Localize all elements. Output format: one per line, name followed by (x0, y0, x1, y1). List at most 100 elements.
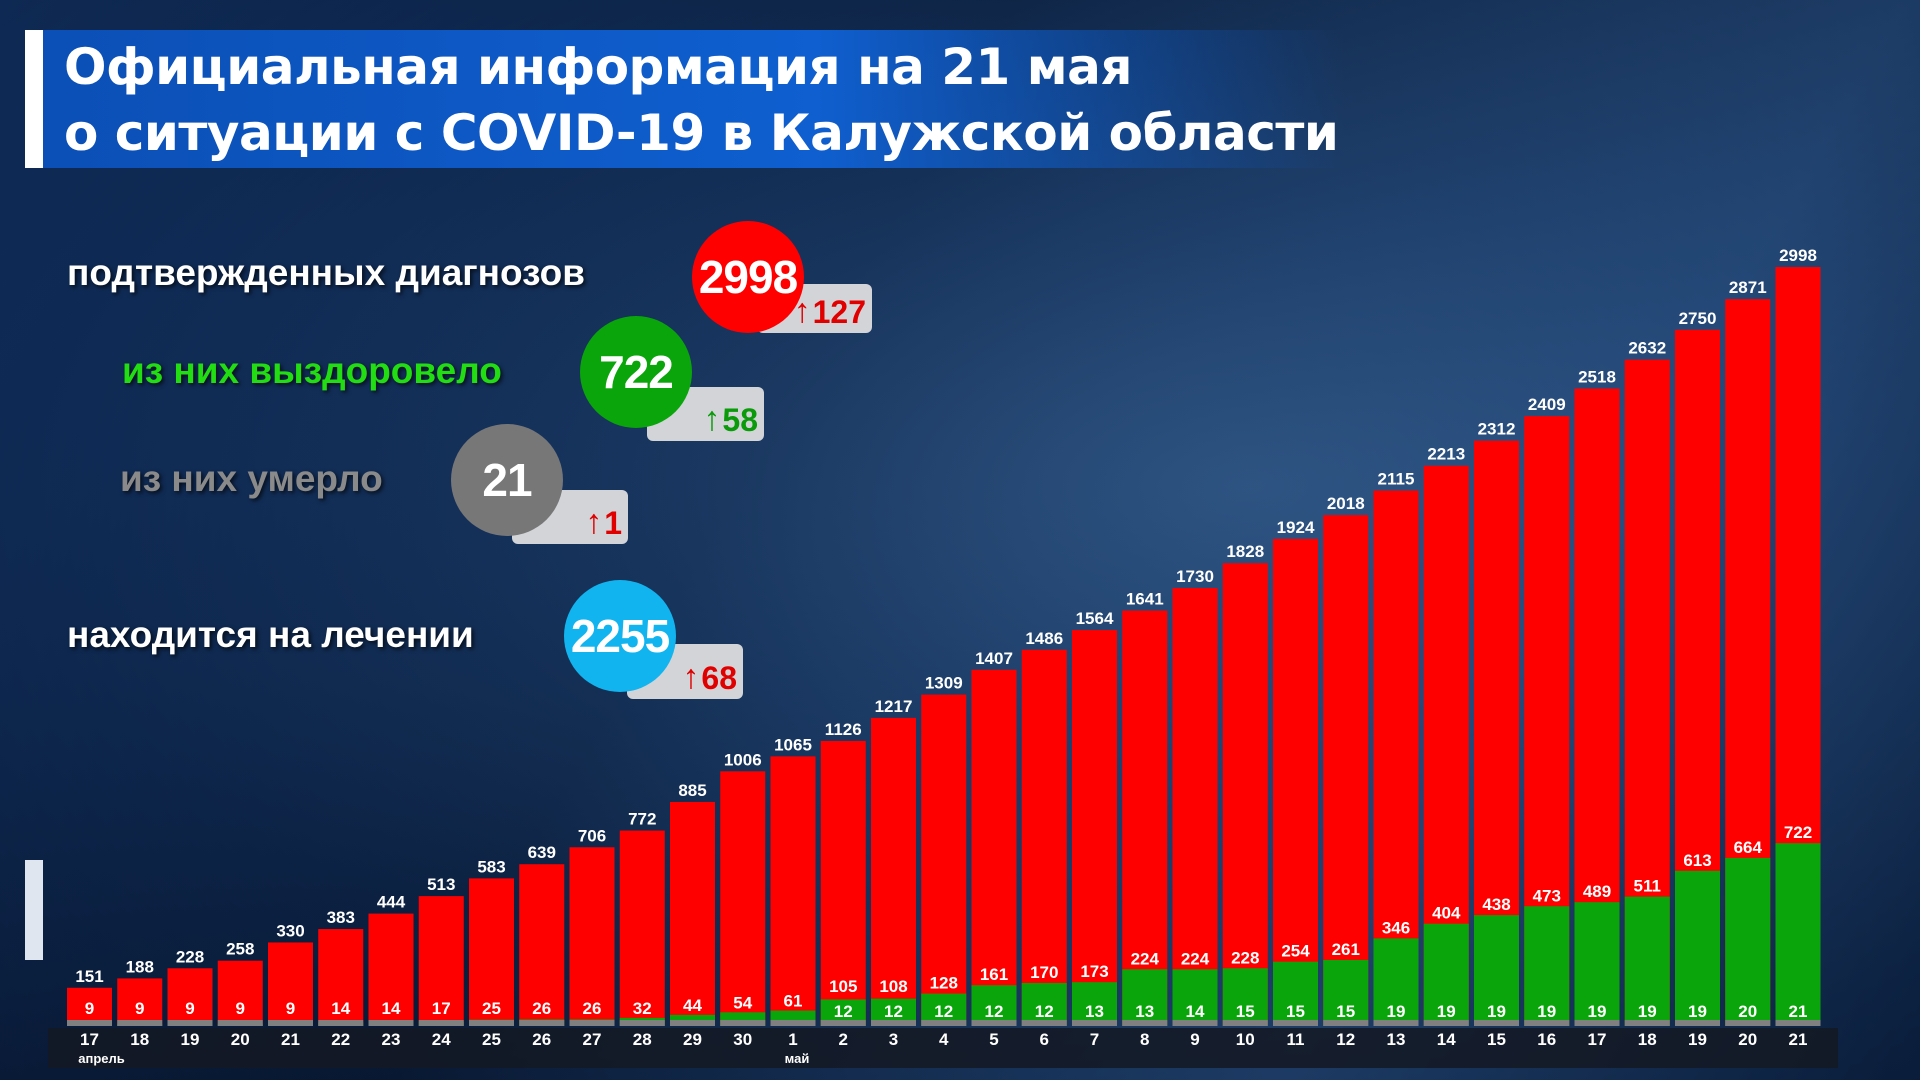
bar-recovered (1122, 969, 1168, 1026)
label-deaths: 19 (1638, 1002, 1657, 1021)
label-confirmed: 1924 (1277, 518, 1315, 537)
bar-deaths (268, 1020, 313, 1026)
tick-label: 28 (633, 1030, 652, 1049)
label-deaths: 14 (1186, 1002, 1205, 1021)
label-confirmed: 2409 (1528, 395, 1566, 414)
label-confirmed: 383 (327, 908, 355, 927)
bar-deaths (1474, 1020, 1519, 1026)
tick-label: 13 (1387, 1030, 1406, 1049)
bar-deaths (921, 1020, 967, 1026)
label-recovered: 9 (185, 999, 194, 1018)
label-confirmed: 885 (678, 781, 706, 800)
label-recovered: 489 (1583, 882, 1611, 901)
bar-confirmed (921, 694, 967, 1026)
bar-confirmed (1021, 649, 1067, 1026)
label-confirmed: 583 (477, 857, 505, 876)
bar-deaths (318, 1020, 364, 1026)
bar-confirmed (720, 771, 766, 1026)
bar-confirmed (469, 878, 514, 1026)
label-confirmed: 1126 (825, 720, 862, 739)
bar-deaths (820, 1020, 866, 1026)
label-confirmed: 1730 (1176, 567, 1214, 586)
label-deaths: 12 (985, 1002, 1004, 1021)
tick-label: 11 (1287, 1030, 1305, 1049)
stat-recovered-value: 722 (580, 316, 692, 428)
bar-recovered (1021, 982, 1067, 1026)
label-recovered: 54 (733, 993, 752, 1012)
label-recovered: 32 (633, 999, 652, 1018)
bar-deaths (117, 1020, 163, 1026)
label-recovered: 17 (432, 999, 451, 1018)
label-recovered: 224 (1131, 949, 1160, 968)
label-deaths: 13 (1085, 1002, 1104, 1021)
label-recovered: 228 (1231, 948, 1259, 967)
bar-deaths (1273, 1020, 1318, 1026)
bar-deaths (1021, 1020, 1067, 1026)
bar-deaths (971, 1020, 1017, 1026)
tick-label: 3 (889, 1030, 898, 1049)
bar-confirmed (268, 942, 313, 1026)
tick-label: 29 (683, 1030, 702, 1049)
bar-confirmed (1072, 630, 1117, 1026)
tick-label: 17 (80, 1030, 99, 1049)
bar-confirmed (1273, 538, 1318, 1026)
label-deaths: 19 (1688, 1002, 1707, 1021)
label-recovered: 14 (331, 999, 350, 1018)
label-recovered: 105 (829, 977, 857, 996)
tick-label: 23 (382, 1030, 401, 1049)
tick-label: 27 (583, 1030, 602, 1049)
label-confirmed: 2998 (1779, 246, 1817, 265)
tick-label: 15 (1487, 1030, 1506, 1049)
label-recovered: 108 (879, 977, 907, 996)
bar-deaths (1122, 1020, 1168, 1026)
bar-recovered (1624, 896, 1670, 1026)
delta-value: 58 (722, 402, 758, 438)
bar-recovered (1423, 923, 1469, 1026)
label-deaths: 19 (1588, 1002, 1607, 1021)
label-confirmed: 1407 (975, 649, 1013, 668)
stat-deaths-value: 21 (451, 424, 563, 536)
bar-deaths (1423, 1020, 1469, 1026)
tick-label: 2 (839, 1030, 848, 1049)
label-confirmed: 330 (276, 921, 304, 940)
label-confirmed: 2018 (1327, 494, 1365, 513)
label-deaths: 19 (1537, 1002, 1556, 1021)
delta-value: 127 (812, 294, 866, 330)
bar-confirmed (368, 913, 414, 1026)
tick-label: 1 (788, 1030, 797, 1049)
tick-label: 19 (181, 1030, 200, 1049)
delta-value: 68 (701, 660, 737, 696)
bar-recovered (1072, 982, 1117, 1026)
tick-label: 21 (1789, 1030, 1808, 1049)
label-recovered: 261 (1332, 940, 1360, 959)
tick-label: 8 (1140, 1030, 1149, 1049)
arrow-up-icon: ↑ (585, 503, 603, 541)
bar-deaths (1373, 1020, 1419, 1026)
bar-confirmed (1373, 490, 1419, 1026)
bar-deaths (418, 1020, 464, 1026)
label-deaths: 20 (1738, 1002, 1757, 1021)
title-accent-bar (25, 30, 43, 168)
label-recovered: 44 (683, 996, 702, 1015)
bar-confirmed (1122, 610, 1168, 1026)
label-confirmed: 2871 (1729, 278, 1767, 297)
bar-recovered (1524, 906, 1570, 1026)
bar-confirmed (1222, 563, 1268, 1026)
stat-confirmed-value: 2998 (692, 221, 804, 333)
label-recovered: 511 (1634, 877, 1661, 896)
label-confirmed: 1006 (724, 750, 762, 769)
label-recovered: 128 (930, 974, 958, 993)
bar-recovered (1172, 969, 1218, 1026)
label-recovered: 473 (1533, 886, 1561, 905)
stat-treatment-value: 2255 (564, 580, 676, 692)
bar-recovered (1273, 961, 1318, 1026)
tick-label: 18 (1638, 1030, 1657, 1049)
arrow-up-icon: ↑ (682, 658, 700, 696)
label-recovered: 9 (135, 999, 144, 1018)
bar-deaths (1323, 1020, 1369, 1026)
tick-label: 19 (1688, 1030, 1707, 1049)
tick-label: 20 (231, 1030, 250, 1049)
label-deaths: 21 (1789, 1002, 1808, 1021)
month-label: май (785, 1051, 810, 1066)
tick-label: 10 (1236, 1030, 1255, 1049)
